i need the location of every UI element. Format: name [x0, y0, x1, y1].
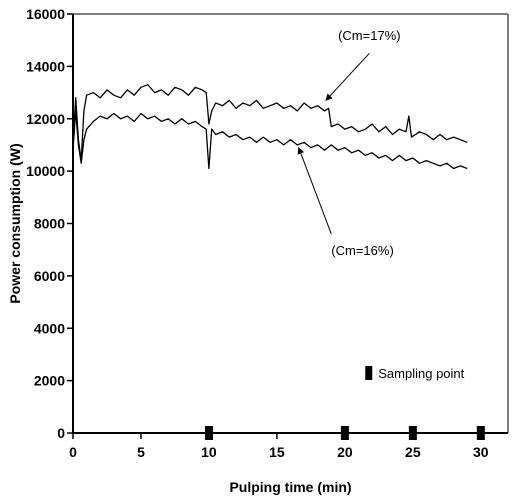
x-tick-label: 30	[473, 444, 489, 460]
x-tick-label: 15	[269, 444, 285, 460]
sampling-point-legend-label: Sampling point	[378, 366, 464, 381]
y-tick-label: 10000	[26, 163, 65, 179]
annotation-label-1: (Cm=17%)	[338, 28, 401, 43]
y-tick-label: 12000	[26, 111, 65, 127]
series-line-1	[72, 84, 468, 162]
y-axis-title: Power consumption (W)	[7, 143, 23, 303]
y-tick-label: 4000	[34, 320, 65, 336]
y-tick-label: 6000	[34, 268, 65, 284]
sampling-point-legend-symbol	[365, 366, 373, 381]
sampling-point-marker	[340, 426, 349, 440]
y-tick-label: 16000	[26, 6, 65, 22]
x-tick-label: 20	[337, 444, 353, 460]
x-axis-title: Pulping time (min)	[229, 479, 351, 495]
y-tick-label: 0	[57, 425, 65, 441]
annotation-arrow-1	[325, 52, 370, 101]
annotation-arrow-2	[297, 146, 332, 235]
y-tick-label: 8000	[34, 216, 65, 232]
sampling-point-marker	[204, 426, 213, 440]
sampling-point-marker	[476, 426, 485, 440]
x-tick-label: 25	[405, 444, 421, 460]
annotation-label-2: (Cm=16%)	[331, 243, 394, 258]
x-tick-label: 10	[201, 444, 217, 460]
sampling-point-marker	[408, 426, 417, 440]
x-tick-label: 5	[137, 444, 145, 460]
y-tick-label: 14000	[26, 58, 65, 74]
y-tick-label: 2000	[34, 373, 65, 389]
x-tick-label: 0	[69, 444, 77, 460]
series-line-2	[72, 110, 468, 170]
